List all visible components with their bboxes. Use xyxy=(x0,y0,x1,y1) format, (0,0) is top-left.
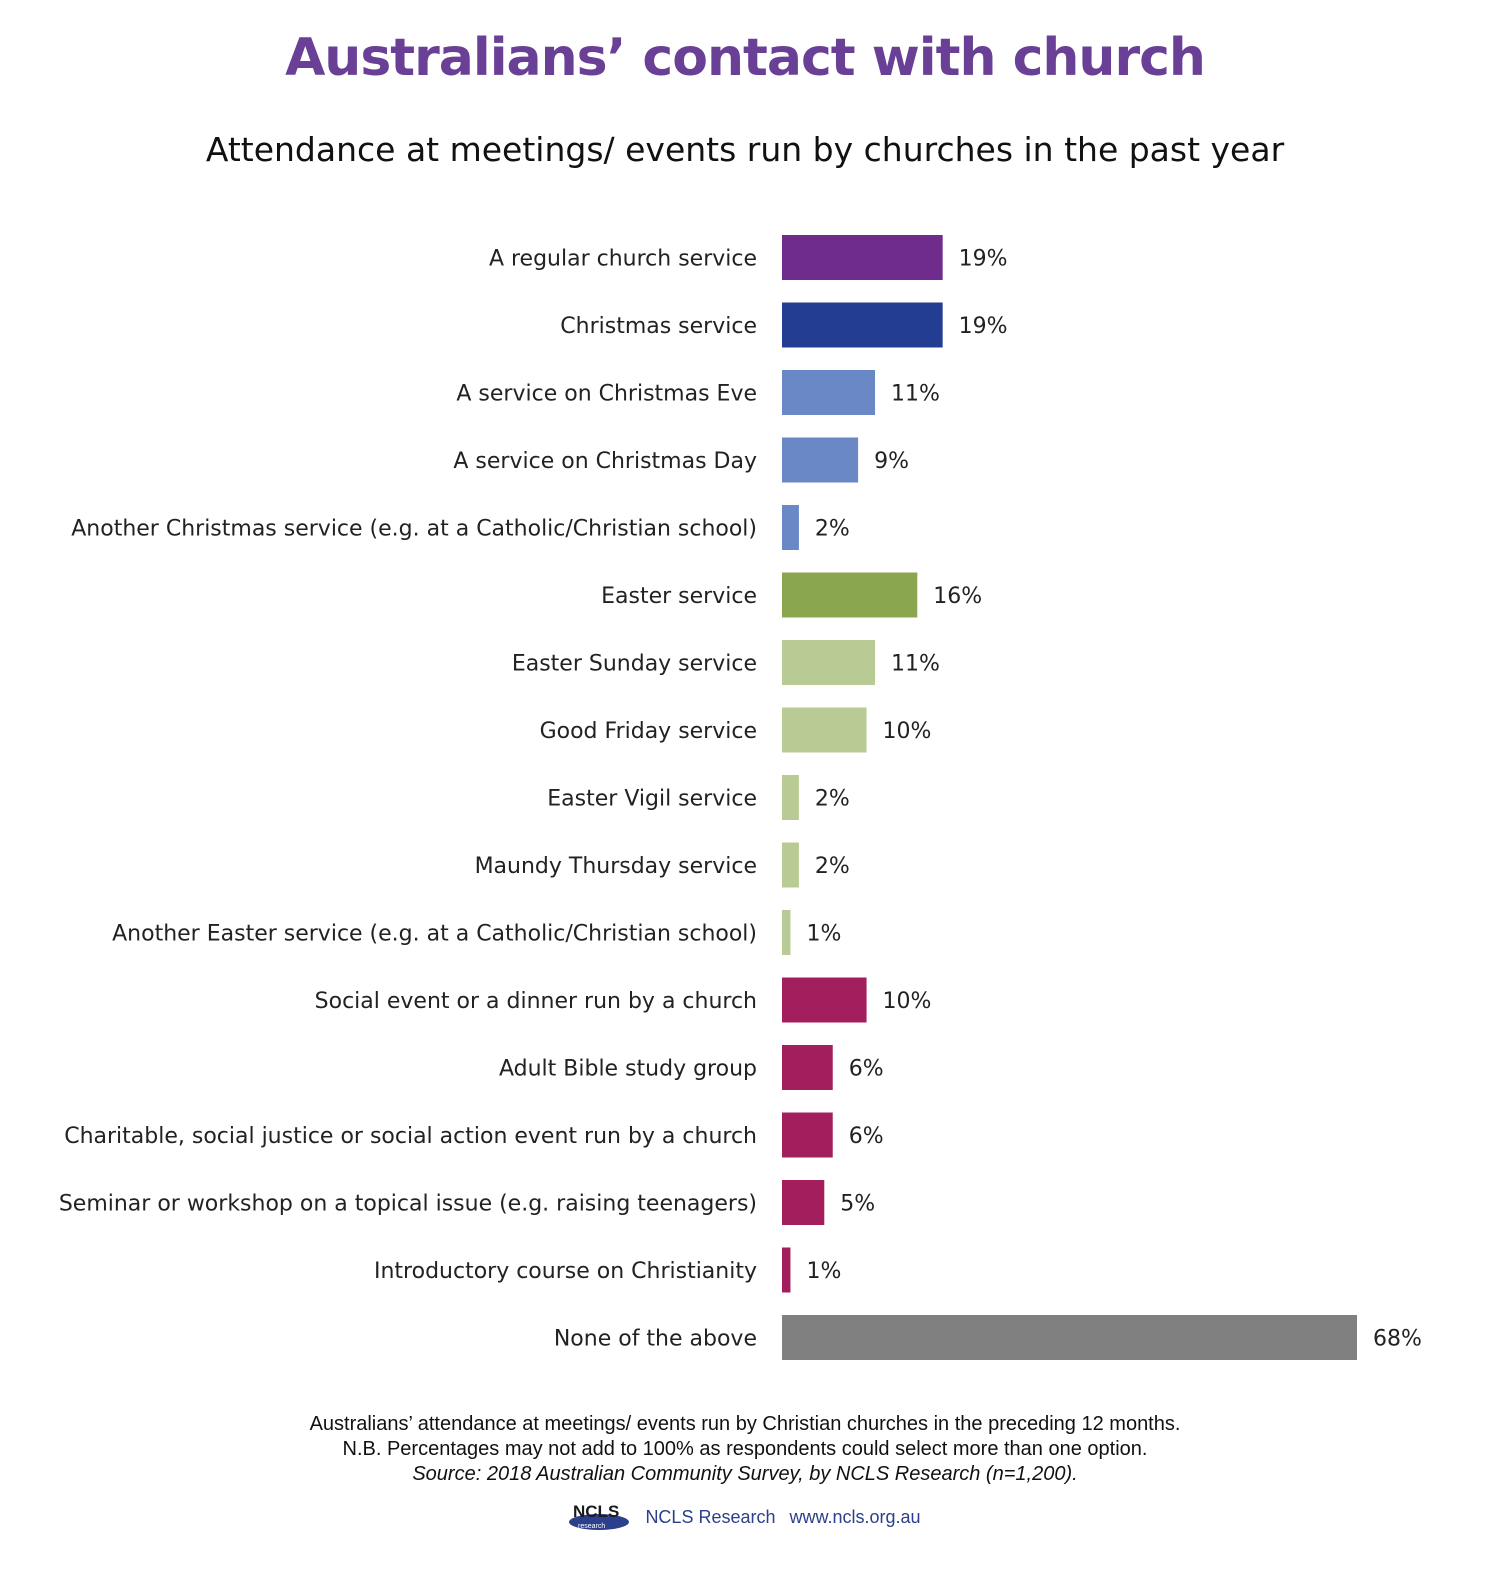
bar xyxy=(782,640,876,685)
value-label: 2% xyxy=(815,854,850,879)
bar-chart: A regular church service 19% Christmas ser… xyxy=(59,235,1422,1360)
logo-subtext: research xyxy=(578,1523,605,1530)
category-label: Good Friday service xyxy=(540,719,757,744)
chart-title: Australians’ contact with church xyxy=(285,28,1206,88)
chart-subtitle: Attendance at meetings/ events run by ch… xyxy=(205,130,1285,169)
logo-text: NCLS xyxy=(573,1502,619,1521)
bar xyxy=(782,775,799,820)
bar xyxy=(782,505,799,550)
bar xyxy=(782,1247,791,1293)
category-label: Introductory course on Christianity xyxy=(374,1259,757,1284)
value-label: 19% xyxy=(959,247,1008,272)
value-label: 10% xyxy=(883,719,932,744)
value-label: 2% xyxy=(815,517,850,542)
bar xyxy=(782,302,943,348)
ncls-logo: NCLS research xyxy=(569,1500,631,1534)
value-label: 11% xyxy=(891,652,940,677)
value-label: 2% xyxy=(815,787,850,812)
bar xyxy=(782,707,867,753)
chart-notes: Australians’ attendance at meetings/ eve… xyxy=(0,1412,1490,1487)
bar xyxy=(782,1112,833,1158)
value-label: 6% xyxy=(849,1057,884,1082)
value-label: 10% xyxy=(883,989,932,1014)
category-label: A service on Christmas Day xyxy=(453,449,757,474)
bar xyxy=(782,572,918,618)
note-line-2: N.B. Percentages may not add to 100% as … xyxy=(342,1438,1148,1460)
value-label: 19% xyxy=(959,314,1008,339)
category-label: None of the above xyxy=(554,1327,757,1352)
footer: NCLS research NCLS Research www.ncls.org… xyxy=(0,1500,1490,1534)
source-note: Source: 2018 Australian Community Survey… xyxy=(412,1463,1078,1485)
bar xyxy=(782,437,859,483)
category-label: Adult Bible study group xyxy=(499,1057,757,1082)
category-label: Maundy Thursday service xyxy=(475,854,757,879)
bar xyxy=(782,1315,1357,1360)
value-label: 9% xyxy=(874,449,909,474)
category-label: Easter service xyxy=(601,584,757,609)
bar xyxy=(782,1045,833,1090)
value-label: 5% xyxy=(840,1192,875,1217)
category-label: Social event or a dinner run by a church xyxy=(315,989,757,1014)
bar xyxy=(782,910,791,955)
bar xyxy=(782,842,799,888)
category-label: Another Christmas service (e.g. at a Cat… xyxy=(71,517,757,542)
value-label: 68% xyxy=(1373,1327,1422,1352)
website-link[interactable]: www.ncls.org.au xyxy=(789,1506,921,1527)
value-label: 11% xyxy=(891,382,940,407)
category-label: A service on Christmas Eve xyxy=(456,382,757,407)
value-label: 16% xyxy=(933,584,982,609)
value-label: 1% xyxy=(806,922,841,947)
category-label: Easter Vigil service xyxy=(547,787,757,812)
category-label: Another Easter service (e.g. at a Cathol… xyxy=(112,922,757,947)
bar xyxy=(782,1180,825,1225)
value-label: 6% xyxy=(849,1124,884,1149)
note-line-1: Australians’ attendance at meetings/ eve… xyxy=(309,1413,1181,1435)
bar xyxy=(782,370,876,415)
category-label: Easter Sunday service xyxy=(512,652,757,677)
category-label: Christmas service xyxy=(560,314,757,339)
category-label: A regular church service xyxy=(489,247,757,272)
bar xyxy=(782,235,943,280)
bar xyxy=(782,977,867,1023)
category-label: Seminar or workshop on a topical issue (… xyxy=(59,1192,757,1217)
category-label: Charitable, social justice or social act… xyxy=(64,1124,757,1149)
org-name: NCLS Research xyxy=(645,1506,776,1527)
value-label: 1% xyxy=(806,1259,841,1284)
